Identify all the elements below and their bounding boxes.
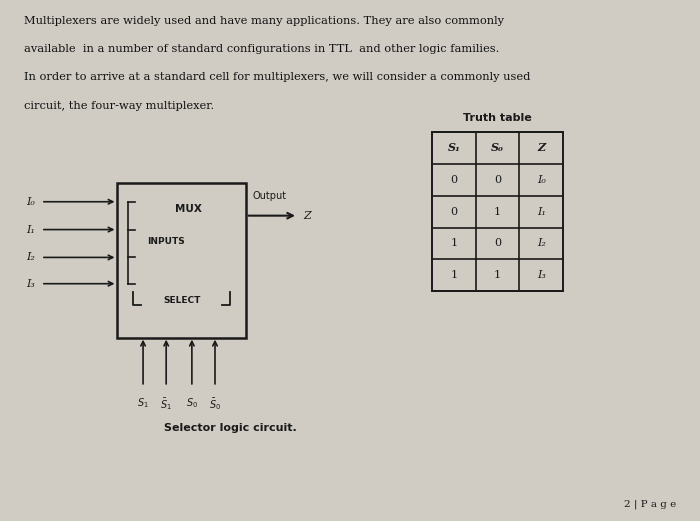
Text: 1: 1	[494, 206, 501, 217]
Text: I₁: I₁	[27, 225, 36, 234]
Text: 2 | P a g e: 2 | P a g e	[624, 500, 676, 509]
Text: In order to arrive at a standard cell for multiplexers, we will consider a commo: In order to arrive at a standard cell fo…	[24, 72, 530, 82]
Text: I₀: I₀	[27, 197, 36, 207]
Text: 0: 0	[494, 239, 501, 249]
Text: 0: 0	[450, 206, 457, 217]
Text: INPUTS: INPUTS	[147, 238, 185, 246]
Text: I₃: I₃	[537, 270, 546, 280]
Text: 0: 0	[494, 175, 501, 184]
Text: I₃: I₃	[27, 279, 36, 289]
Text: I₂: I₂	[537, 239, 546, 249]
Text: SELECT: SELECT	[163, 296, 200, 305]
Text: circuit, the four-way multiplexer.: circuit, the four-way multiplexer.	[24, 101, 214, 110]
Text: Z: Z	[538, 142, 545, 153]
Text: 1: 1	[450, 270, 457, 280]
Text: S₁: S₁	[447, 142, 461, 153]
Text: Multiplexers are widely used and have many applications. They are also commonly: Multiplexers are widely used and have ma…	[24, 16, 503, 26]
Text: $\bar{S}_0$: $\bar{S}_0$	[209, 396, 221, 412]
Text: 1: 1	[494, 270, 501, 280]
Text: I₁: I₁	[537, 206, 546, 217]
Bar	[432, 132, 564, 291]
Text: MUX: MUX	[174, 204, 202, 215]
Text: $S_0$: $S_0$	[186, 396, 198, 410]
Text: Selector logic circuit.: Selector logic circuit.	[164, 423, 297, 433]
Text: available  in a number of standard configurations in TTL  and other logic famili: available in a number of standard config…	[24, 44, 499, 54]
Text: I₀: I₀	[537, 175, 546, 184]
Text: S₀: S₀	[491, 142, 504, 153]
Text: 0: 0	[450, 175, 457, 184]
Text: 1: 1	[450, 239, 457, 249]
Text: Truth table: Truth table	[463, 113, 532, 123]
Text: Z: Z	[304, 210, 312, 221]
Bar	[118, 183, 246, 338]
Text: Output: Output	[253, 191, 287, 201]
Text: $S_1$: $S_1$	[137, 396, 149, 410]
Text: $\bar{S}_1$: $\bar{S}_1$	[160, 396, 172, 412]
Text: I₂: I₂	[27, 252, 36, 263]
